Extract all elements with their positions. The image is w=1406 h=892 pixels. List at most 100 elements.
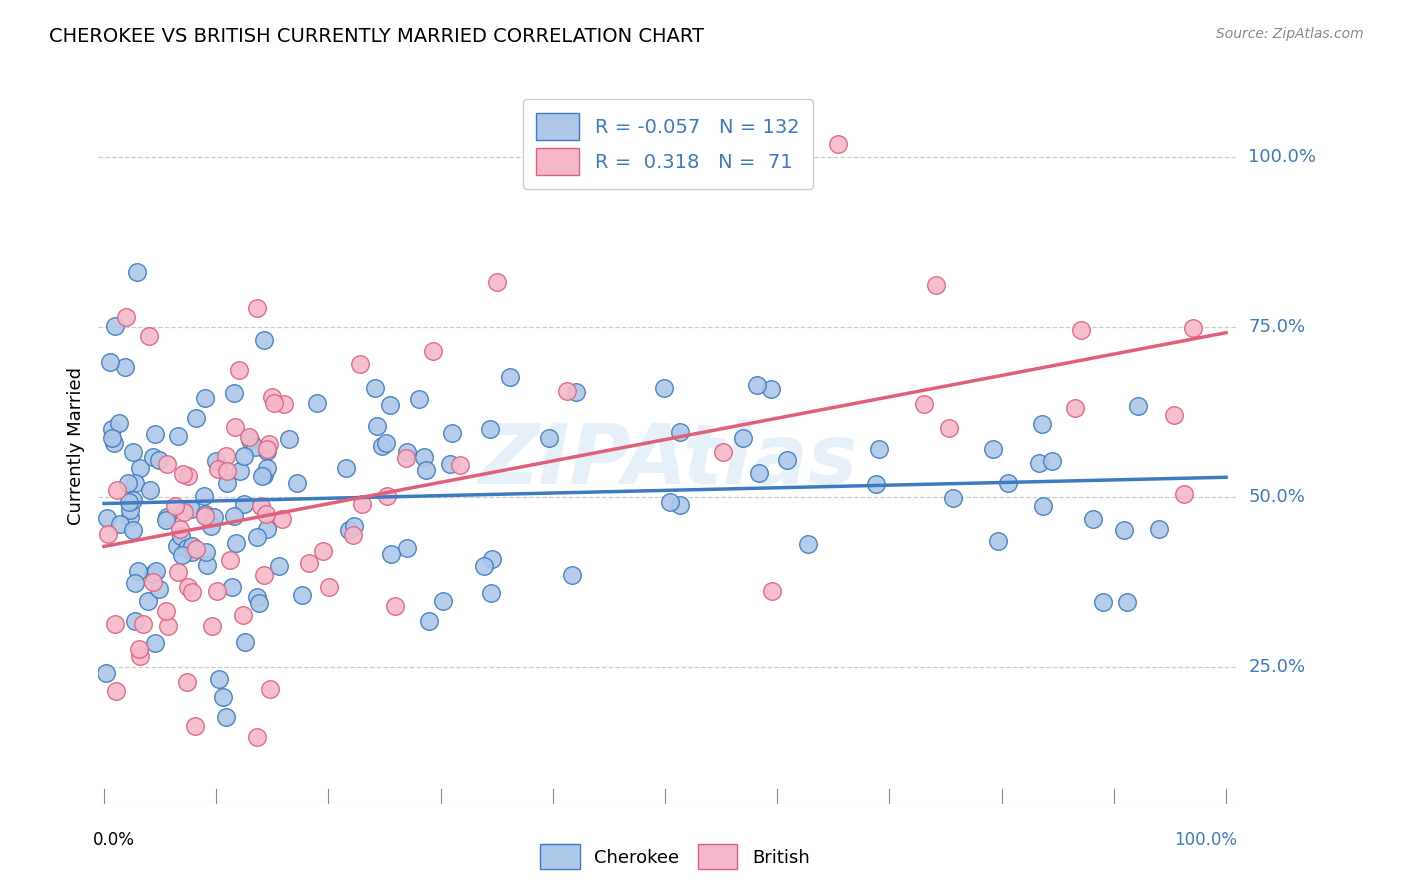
- Text: ZIPAtlas: ZIPAtlas: [478, 420, 858, 500]
- Point: [118, 495, 141, 509]
- Point: [987, 534, 1010, 549]
- Point: [97, 527, 120, 541]
- Point: [148, 452, 170, 467]
- Point: [375, 435, 398, 450]
- Point: [105, 483, 128, 497]
- Point: [912, 397, 935, 411]
- Point: [478, 421, 501, 435]
- Point: [239, 433, 262, 447]
- Point: [1028, 456, 1050, 470]
- Point: [370, 439, 392, 453]
- Text: 100.0%: 100.0%: [1174, 831, 1237, 849]
- Point: [439, 458, 461, 472]
- Point: [499, 370, 522, 384]
- Point: [250, 469, 273, 483]
- Point: [997, 475, 1019, 490]
- Text: 25.0%: 25.0%: [1249, 658, 1306, 676]
- Point: [98, 354, 121, 368]
- Point: [122, 444, 145, 458]
- Point: [868, 442, 890, 457]
- Point: [285, 476, 308, 491]
- Point: [479, 585, 502, 599]
- Point: [669, 498, 692, 512]
- Point: [100, 431, 122, 445]
- Point: [246, 590, 269, 604]
- Point: [194, 509, 217, 524]
- Point: [217, 476, 239, 491]
- Point: [233, 450, 256, 464]
- Point: [181, 545, 204, 559]
- Point: [136, 594, 159, 608]
- Point: [247, 596, 270, 610]
- Point: [104, 617, 127, 632]
- Point: [413, 450, 436, 465]
- Point: [259, 682, 281, 697]
- Point: [711, 445, 734, 459]
- Point: [395, 444, 418, 458]
- Point: [167, 428, 190, 442]
- Point: [128, 460, 150, 475]
- Point: [180, 502, 202, 516]
- Point: [1092, 595, 1115, 609]
- Point: [181, 585, 204, 599]
- Text: 0.0%: 0.0%: [93, 831, 135, 849]
- Point: [981, 442, 1004, 457]
- Point: [195, 545, 218, 559]
- Point: [396, 541, 419, 555]
- Point: [1112, 523, 1135, 537]
- Point: [561, 568, 583, 582]
- Point: [176, 674, 198, 689]
- Point: [169, 522, 191, 536]
- Point: [183, 719, 205, 733]
- Point: [115, 310, 138, 325]
- Point: [1116, 595, 1139, 609]
- Point: [555, 384, 578, 398]
- Point: [307, 396, 329, 410]
- Point: [124, 576, 146, 591]
- Text: 75.0%: 75.0%: [1249, 318, 1306, 336]
- Point: [200, 519, 222, 533]
- Y-axis label: Currently Married: Currently Married: [66, 367, 84, 525]
- Point: [395, 450, 418, 465]
- Point: [668, 425, 690, 439]
- Point: [1147, 522, 1170, 536]
- Point: [155, 513, 177, 527]
- Point: [352, 497, 374, 511]
- Point: [229, 464, 252, 478]
- Point: [246, 530, 269, 544]
- Point: [108, 416, 131, 430]
- Point: [278, 432, 301, 446]
- Point: [733, 431, 755, 445]
- Point: [257, 437, 280, 451]
- Point: [166, 566, 188, 580]
- Point: [938, 421, 960, 435]
- Point: [121, 493, 143, 508]
- Point: [128, 642, 150, 657]
- Point: [224, 419, 246, 434]
- Point: [254, 507, 277, 521]
- Point: [127, 564, 149, 578]
- Point: [256, 444, 278, 458]
- Point: [1042, 453, 1064, 467]
- Point: [342, 528, 364, 542]
- Point: [124, 475, 146, 490]
- Point: [249, 499, 271, 513]
- Point: [312, 543, 335, 558]
- Point: [1181, 320, 1204, 334]
- Point: [238, 430, 260, 444]
- Point: [253, 333, 276, 347]
- Point: [205, 584, 228, 599]
- Point: [449, 458, 471, 472]
- Point: [256, 523, 278, 537]
- Point: [942, 491, 965, 505]
- Point: [273, 397, 295, 411]
- Point: [232, 607, 254, 622]
- Point: [291, 588, 314, 602]
- Point: [145, 564, 167, 578]
- Point: [659, 495, 682, 509]
- Point: [122, 523, 145, 537]
- Point: [1173, 487, 1195, 501]
- Point: [380, 547, 402, 561]
- Point: [761, 584, 783, 599]
- Point: [564, 385, 586, 400]
